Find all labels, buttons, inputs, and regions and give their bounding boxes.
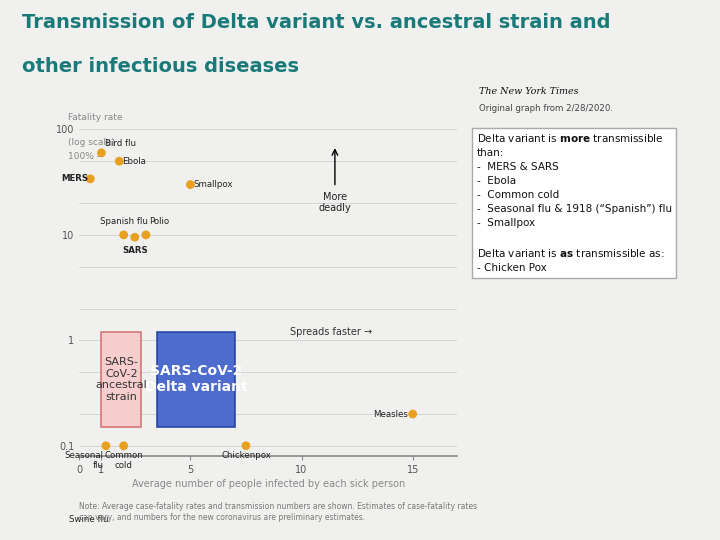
Point	[84, 174, 96, 183]
Text: Transmission of Delta variant vs. ancestral strain and: Transmission of Delta variant vs. ancest…	[22, 14, 610, 32]
Point	[104, 515, 116, 524]
Point	[240, 441, 252, 450]
Text: Polio: Polio	[149, 218, 169, 226]
Text: Bird flu: Bird flu	[105, 139, 136, 147]
Point	[129, 233, 140, 241]
Text: SARS: SARS	[122, 246, 148, 255]
Text: Swine flu: Swine flu	[68, 515, 108, 524]
Text: Measles: Measles	[374, 409, 408, 418]
Point	[100, 441, 112, 450]
Text: Seasonal
flu: Seasonal flu	[65, 451, 104, 470]
Text: Spanish flu: Spanish flu	[100, 218, 148, 226]
Text: More
deadly: More deadly	[318, 192, 351, 213]
Text: Original graph from 2/28/2020.: Original graph from 2/28/2020.	[479, 104, 613, 113]
Text: (log scale): (log scale)	[68, 138, 115, 147]
Point	[118, 231, 130, 239]
Point	[184, 180, 196, 189]
Text: Chickenpox: Chickenpox	[221, 451, 271, 460]
Text: The New York Times: The New York Times	[479, 87, 578, 97]
Point	[114, 157, 125, 166]
Text: Note: Average case-fatality rates and transmission numbers are shown. Estimates : Note: Average case-fatality rates and tr…	[79, 502, 477, 522]
X-axis label: Average number of people infected by each sick person: Average number of people infected by eac…	[132, 480, 405, 489]
Text: Common
cold: Common cold	[104, 451, 143, 470]
Text: other infectious diseases: other infectious diseases	[22, 57, 299, 76]
Point	[140, 231, 152, 239]
Text: MERS: MERS	[61, 174, 88, 184]
Text: Spreads faster →: Spreads faster →	[290, 327, 372, 337]
Bar	[157, 332, 235, 427]
Point	[96, 148, 107, 157]
Text: SARS-CoV-2
Delta variant: SARS-CoV-2 Delta variant	[145, 364, 247, 394]
Text: Fatality rate: Fatality rate	[68, 113, 122, 122]
Point	[118, 441, 130, 450]
Text: 100% –: 100% –	[68, 152, 102, 160]
Bar	[102, 332, 141, 427]
Text: Delta variant is $\mathbf{more}$ transmissible
than:
-  MERS & SARS
-  Ebola
-  : Delta variant is $\mathbf{more}$ transmi…	[477, 132, 672, 273]
Text: Ebola: Ebola	[122, 157, 146, 166]
Text: SARS-
CoV-2
ancestral
strain: SARS- CoV-2 ancestral strain	[96, 357, 148, 402]
Point	[407, 410, 418, 418]
Text: Smallpox: Smallpox	[194, 180, 233, 189]
